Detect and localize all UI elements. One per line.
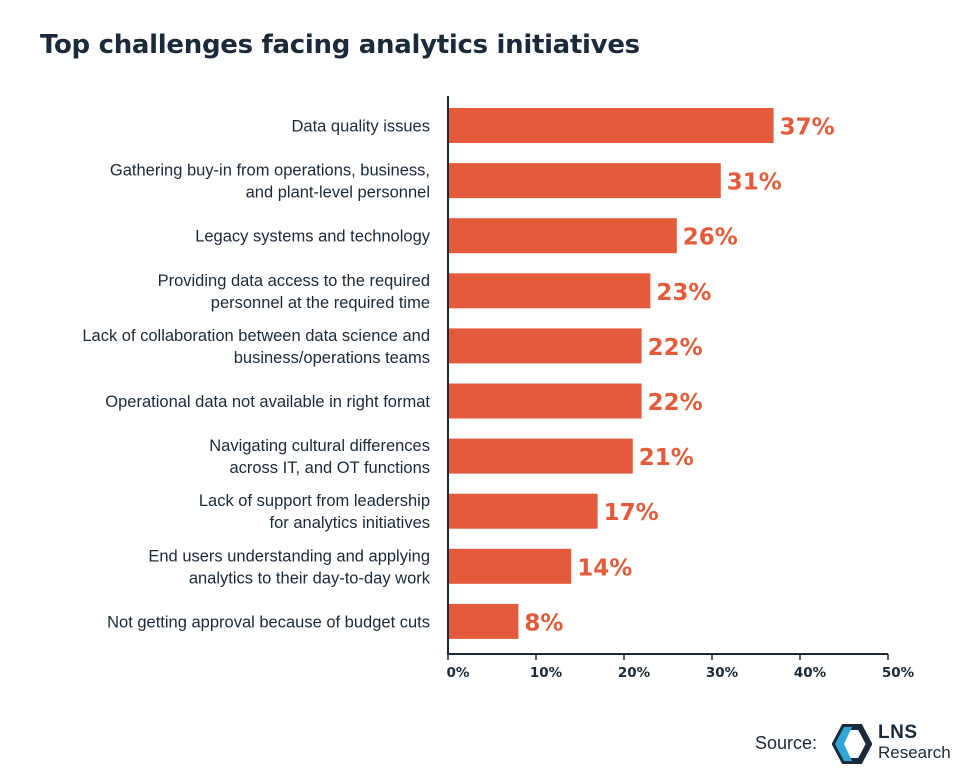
x-tick-label: 50% (882, 665, 915, 681)
x-tick-label: 10% (530, 665, 563, 681)
category-label: Gathering buy-in from operations, busine… (110, 162, 430, 180)
bar-7 (448, 438, 633, 474)
category-label: personnel at the required time (211, 294, 430, 312)
category-label: Legacy systems and technology (195, 228, 431, 246)
bar-chart: 37% Data quality issues 31% Gathering buy-i… (82, 96, 915, 681)
category-label: Navigating cultural differences (209, 437, 430, 455)
bar-9 (448, 548, 572, 584)
bar-value-label: 31% (727, 170, 782, 196)
bar-3 (448, 218, 677, 254)
source-footer: Source: LNS Research (752, 722, 967, 766)
bar-value-label: 22% (648, 390, 703, 416)
bar-10 (448, 603, 519, 639)
bar-2 (448, 163, 721, 199)
category-label: Providing data access to the required (158, 272, 430, 290)
category-label: Lack of collaboration between data scien… (82, 327, 430, 345)
category-label: business/operations teams (234, 349, 430, 367)
bar-value-label: 8% (524, 610, 563, 636)
bar-value-label: 23% (656, 280, 711, 306)
category-label: for analytics initiatives (270, 514, 430, 532)
category-label: analytics to their day-to-day work (189, 569, 431, 587)
bar-value-label: 21% (639, 445, 694, 471)
bar-1 (448, 108, 774, 143)
lns-logo-icon (832, 724, 872, 764)
bar-value-label: 26% (683, 225, 738, 251)
category-label: across IT, and OT functions (229, 459, 430, 477)
bar-5 (448, 328, 642, 364)
category-label: and plant-level personnel (246, 184, 430, 202)
chart-title: Top challenges facing analytics initiati… (40, 30, 640, 60)
bar-value-label: 37% (780, 115, 835, 141)
source-label: Source: (755, 733, 818, 753)
category-label: Data quality issues (292, 118, 431, 136)
x-tick-label: 0% (447, 665, 470, 681)
bar-value-label: 17% (604, 500, 659, 526)
bar-8 (448, 493, 598, 529)
bar-6 (448, 383, 642, 419)
logo-text-research: Research (878, 743, 951, 762)
x-tick-label: 30% (706, 665, 739, 681)
category-label: Operational data not available in right … (105, 393, 430, 411)
x-tick-label: 20% (618, 665, 651, 681)
logo-text-lns: LNS (878, 722, 918, 743)
x-tick-label: 40% (794, 665, 827, 681)
category-label: Not getting approval because of budget c… (107, 613, 430, 631)
bar-value-label: 22% (648, 335, 703, 361)
category-label: End users understanding and applying (148, 547, 430, 565)
bar-4 (448, 273, 651, 309)
bar-value-label: 14% (577, 555, 632, 581)
category-label: Lack of support from leadership (199, 492, 430, 510)
